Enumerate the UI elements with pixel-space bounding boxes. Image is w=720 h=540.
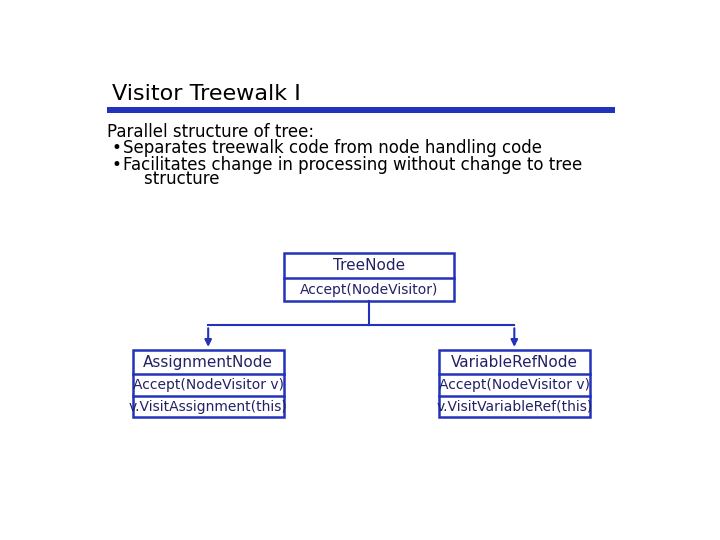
Text: Facilitates change in processing without change to tree: Facilitates change in processing without… bbox=[122, 156, 582, 174]
Text: v.VisitVariableRef(this): v.VisitVariableRef(this) bbox=[436, 400, 593, 414]
Text: Accept(NodeVisitor v): Accept(NodeVisitor v) bbox=[438, 378, 590, 392]
Text: AssignmentNode: AssignmentNode bbox=[143, 355, 273, 369]
Text: TreeNode: TreeNode bbox=[333, 258, 405, 273]
Text: VariableRefNode: VariableRefNode bbox=[451, 355, 578, 369]
Bar bbox=[284, 253, 454, 301]
Text: •: • bbox=[112, 156, 122, 174]
Text: v.VisitAssignment(this): v.VisitAssignment(this) bbox=[129, 400, 287, 414]
Text: Visitor Treewalk I: Visitor Treewalk I bbox=[112, 84, 300, 104]
Text: Parallel structure of tree:: Parallel structure of tree: bbox=[107, 123, 314, 141]
Text: •: • bbox=[112, 139, 122, 158]
Bar bbox=[438, 350, 590, 417]
Text: Separates treewalk code from node handling code: Separates treewalk code from node handli… bbox=[122, 139, 541, 158]
Text: Accept(NodeVisitor): Accept(NodeVisitor) bbox=[300, 282, 438, 296]
Bar bbox=[107, 107, 615, 112]
Bar bbox=[132, 350, 284, 417]
Text: structure: structure bbox=[122, 170, 219, 187]
Text: Accept(NodeVisitor v): Accept(NodeVisitor v) bbox=[132, 378, 284, 392]
